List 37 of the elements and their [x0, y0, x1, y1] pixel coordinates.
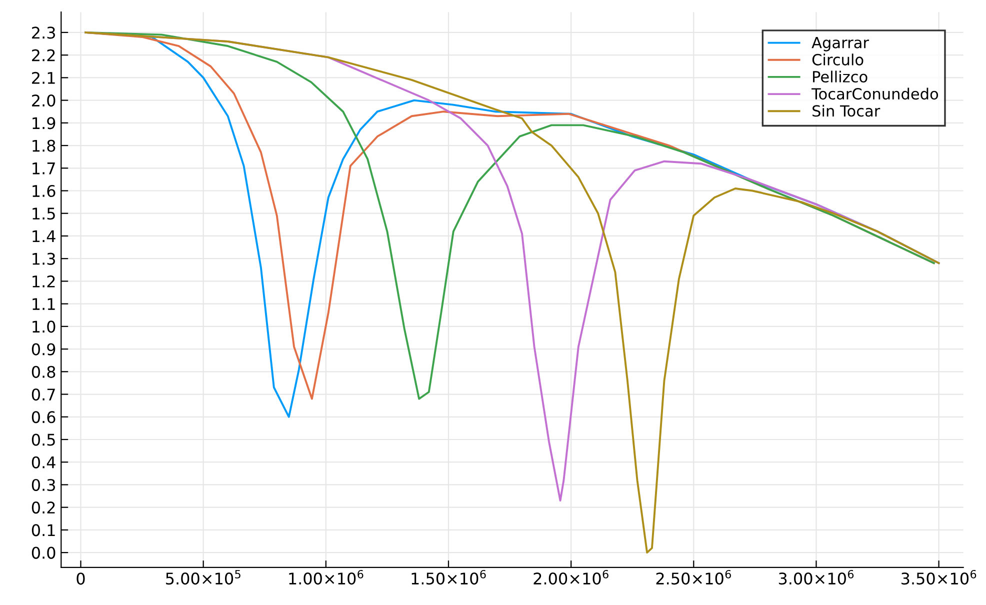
- y-tick-label: 0.5: [32, 434, 55, 446]
- legend-label: Agarrar: [812, 37, 869, 52]
- x-tick-label: 1.00×10$^{6}$: [289, 570, 364, 585]
- y-tick-label: 0.8: [32, 366, 56, 378]
- y-tick-label: 0.7: [32, 388, 55, 401]
- y-tick-label: 1.7: [32, 162, 55, 174]
- x-tick-label: 0: [76, 572, 85, 585]
- y-tick-label: 2.3: [32, 26, 55, 39]
- y-tick-label: 1.5: [32, 208, 55, 220]
- legend-label: Pellizco: [813, 70, 868, 83]
- x-tick-label: 1.50×10$^{6}$: [412, 570, 486, 585]
- y-tick-label: 2.2: [32, 49, 55, 62]
- y-tick-label: 1.6: [32, 184, 56, 198]
- y-tick-label: 0.2: [32, 502, 55, 514]
- y-tick-label: 1.3: [32, 252, 55, 265]
- y-tick-label: 0.4: [32, 456, 56, 468]
- y-tick-label: 0.6: [32, 411, 56, 424]
- y-tick-label: 0.0: [32, 546, 56, 559]
- legend-label: Sin Tocar: [812, 104, 880, 117]
- legend-label: Circulo: [812, 54, 864, 66]
- y-tick-label: 1.1: [32, 298, 55, 310]
- y-tick-label: 1.8: [32, 140, 56, 152]
- y-tick-label: 0.1: [32, 524, 55, 536]
- y-tick-label: 1.4: [32, 230, 56, 242]
- y-tick-label: 1.2: [32, 275, 55, 288]
- x-tick-label: 3.00×10$^{6}$: [778, 570, 854, 585]
- x-tick-label: 5.00×10$^{5}$: [166, 570, 240, 585]
- y-tick-label: 0.9: [32, 343, 56, 356]
- x-tick-label: 2.50×10$^{6}$: [656, 570, 731, 585]
- y-tick-label: 2.0: [32, 94, 56, 107]
- y-tick-label: 2.1: [32, 72, 55, 84]
- y-tick-label: 1.0: [32, 320, 56, 333]
- y-tick-label: 1.9: [32, 117, 56, 130]
- legend-label: TocarConundedo: [811, 88, 938, 100]
- x-tick-label: 2.00×10$^{6}$: [534, 570, 608, 585]
- x-tick-label: 3.50×10$^{6}$: [902, 570, 976, 585]
- y-tick-label: 0.3: [32, 478, 55, 492]
